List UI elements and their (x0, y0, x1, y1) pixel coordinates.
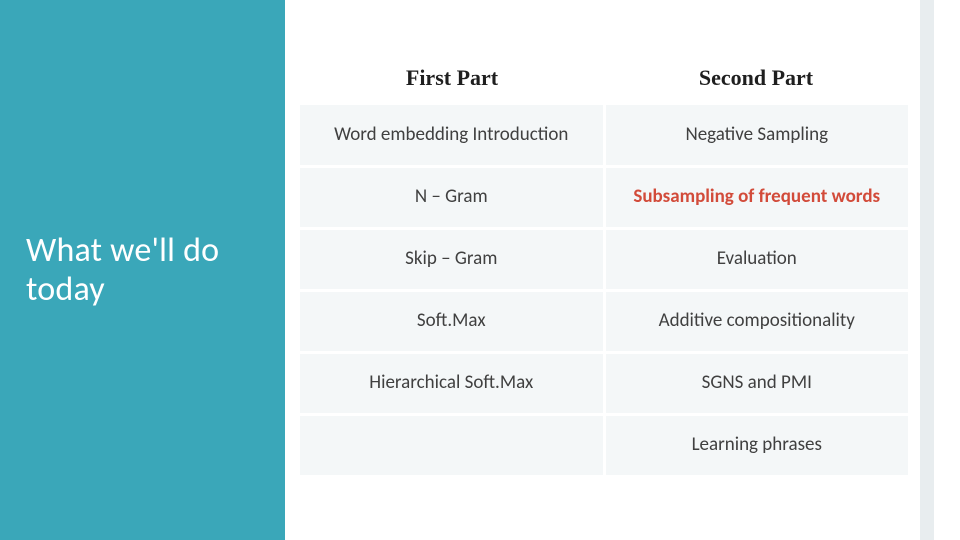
cell-first (300, 414, 604, 476)
cell-first: Hierarchical Soft.Max (300, 352, 604, 414)
cell-second: Learning phrases (604, 414, 908, 476)
cell-second: Negative Sampling (604, 104, 908, 166)
content-area: First Part Second Part Word embedding In… (300, 52, 908, 478)
table-row: Word embedding IntroductionNegative Samp… (300, 104, 908, 166)
cell-second: Additive compositionality (604, 290, 908, 352)
slide-title: What we'll do today (26, 231, 265, 309)
cell-second: Evaluation (604, 228, 908, 290)
agenda-body: Word embedding IntroductionNegative Samp… (300, 104, 908, 476)
table-row: Soft.MaxAdditive compositionality (300, 290, 908, 352)
cell-second: Subsampling of frequent words (604, 166, 908, 228)
slide: What we'll do today First Part Second Pa… (0, 0, 960, 540)
cell-first: Word embedding Introduction (300, 104, 604, 166)
table-row: N – GramSubsampling of frequent words (300, 166, 908, 228)
agenda-table: First Part Second Part Word embedding In… (300, 52, 908, 478)
cell-first: N – Gram (300, 166, 604, 228)
cell-first: Soft.Max (300, 290, 604, 352)
cell-first: Skip – Gram (300, 228, 604, 290)
table-header-row: First Part Second Part (300, 52, 908, 104)
table-row: Learning phrases (300, 414, 908, 476)
table-row: Skip – GramEvaluation (300, 228, 908, 290)
col-header-second: Second Part (604, 52, 908, 104)
table-row: Hierarchical Soft.MaxSGNS and PMI (300, 352, 908, 414)
right-accent-strip (920, 0, 934, 540)
cell-second: SGNS and PMI (604, 352, 908, 414)
sidebar: What we'll do today (0, 0, 285, 540)
col-header-first: First Part (300, 52, 604, 104)
